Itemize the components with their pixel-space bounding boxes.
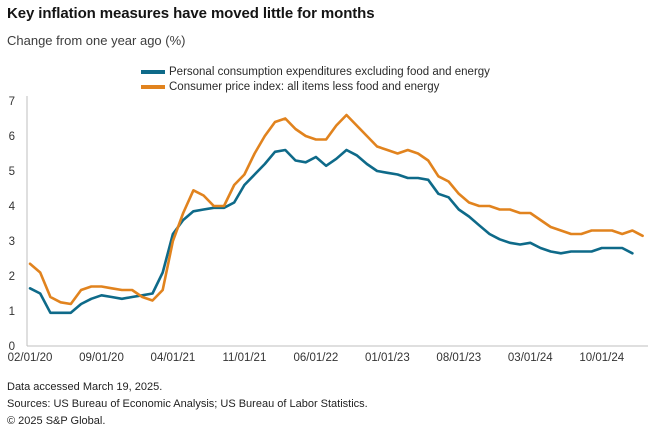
y-tick-label: 5 (9, 166, 15, 178)
x-tick-label: 09/01/20 (79, 352, 124, 364)
x-tick-label: 11/01/21 (222, 352, 266, 364)
data-accessed-note: Data accessed March 19, 2025. (7, 381, 163, 393)
chart-title: Key inflation measures have moved little… (7, 5, 375, 22)
legend-item-pce: Personal consumption expenditures exclud… (141, 66, 490, 78)
x-tick-label: 08/01/23 (436, 352, 481, 364)
chart-legend: Personal consumption expenditures exclud… (141, 66, 490, 93)
y-tick-label: 7 (9, 96, 15, 108)
x-tick-label: 06/01/22 (293, 352, 338, 364)
pce-line-swatch (141, 70, 165, 74)
line-chart: 0 1 2 3 4 5 6 7 02/01/20 09/01/20 04/01/21 11/01/21… (8, 96, 648, 364)
y-tick-label: 1 (9, 306, 15, 318)
y-tick-label: 3 (9, 236, 15, 248)
sources-note: Sources: US Bureau of Economic Analysis;… (7, 398, 368, 410)
legend-item-cpi: Consumer price index: all items less foo… (141, 81, 490, 93)
x-tick-label: 10/01/24 (579, 352, 624, 364)
cpi-line (28, 113, 644, 306)
x-tick-label: 03/01/24 (508, 352, 553, 364)
y-tick-label: 0 (9, 341, 15, 353)
x-tick-label: 02/01/20 (8, 352, 53, 364)
y-tick-label: 2 (9, 271, 15, 283)
pce-line (28, 148, 634, 315)
x-tick-label: 01/01/23 (365, 352, 410, 364)
legend-label-pce: Personal consumption expenditures exclud… (169, 66, 490, 78)
cpi-line-swatch (141, 85, 165, 89)
copyright-note: © 2025 S&P Global. (7, 415, 106, 427)
legend-label-cpi: Consumer price index: all items less foo… (169, 81, 440, 93)
chart-subtitle: Change from one year ago (%) (7, 33, 186, 48)
y-tick-label: 4 (9, 201, 16, 213)
x-tick-label: 04/01/21 (151, 352, 196, 364)
chart-footer: Data accessed March 19, 2025. Sources: U… (7, 379, 368, 430)
y-tick-label: 6 (9, 131, 15, 143)
